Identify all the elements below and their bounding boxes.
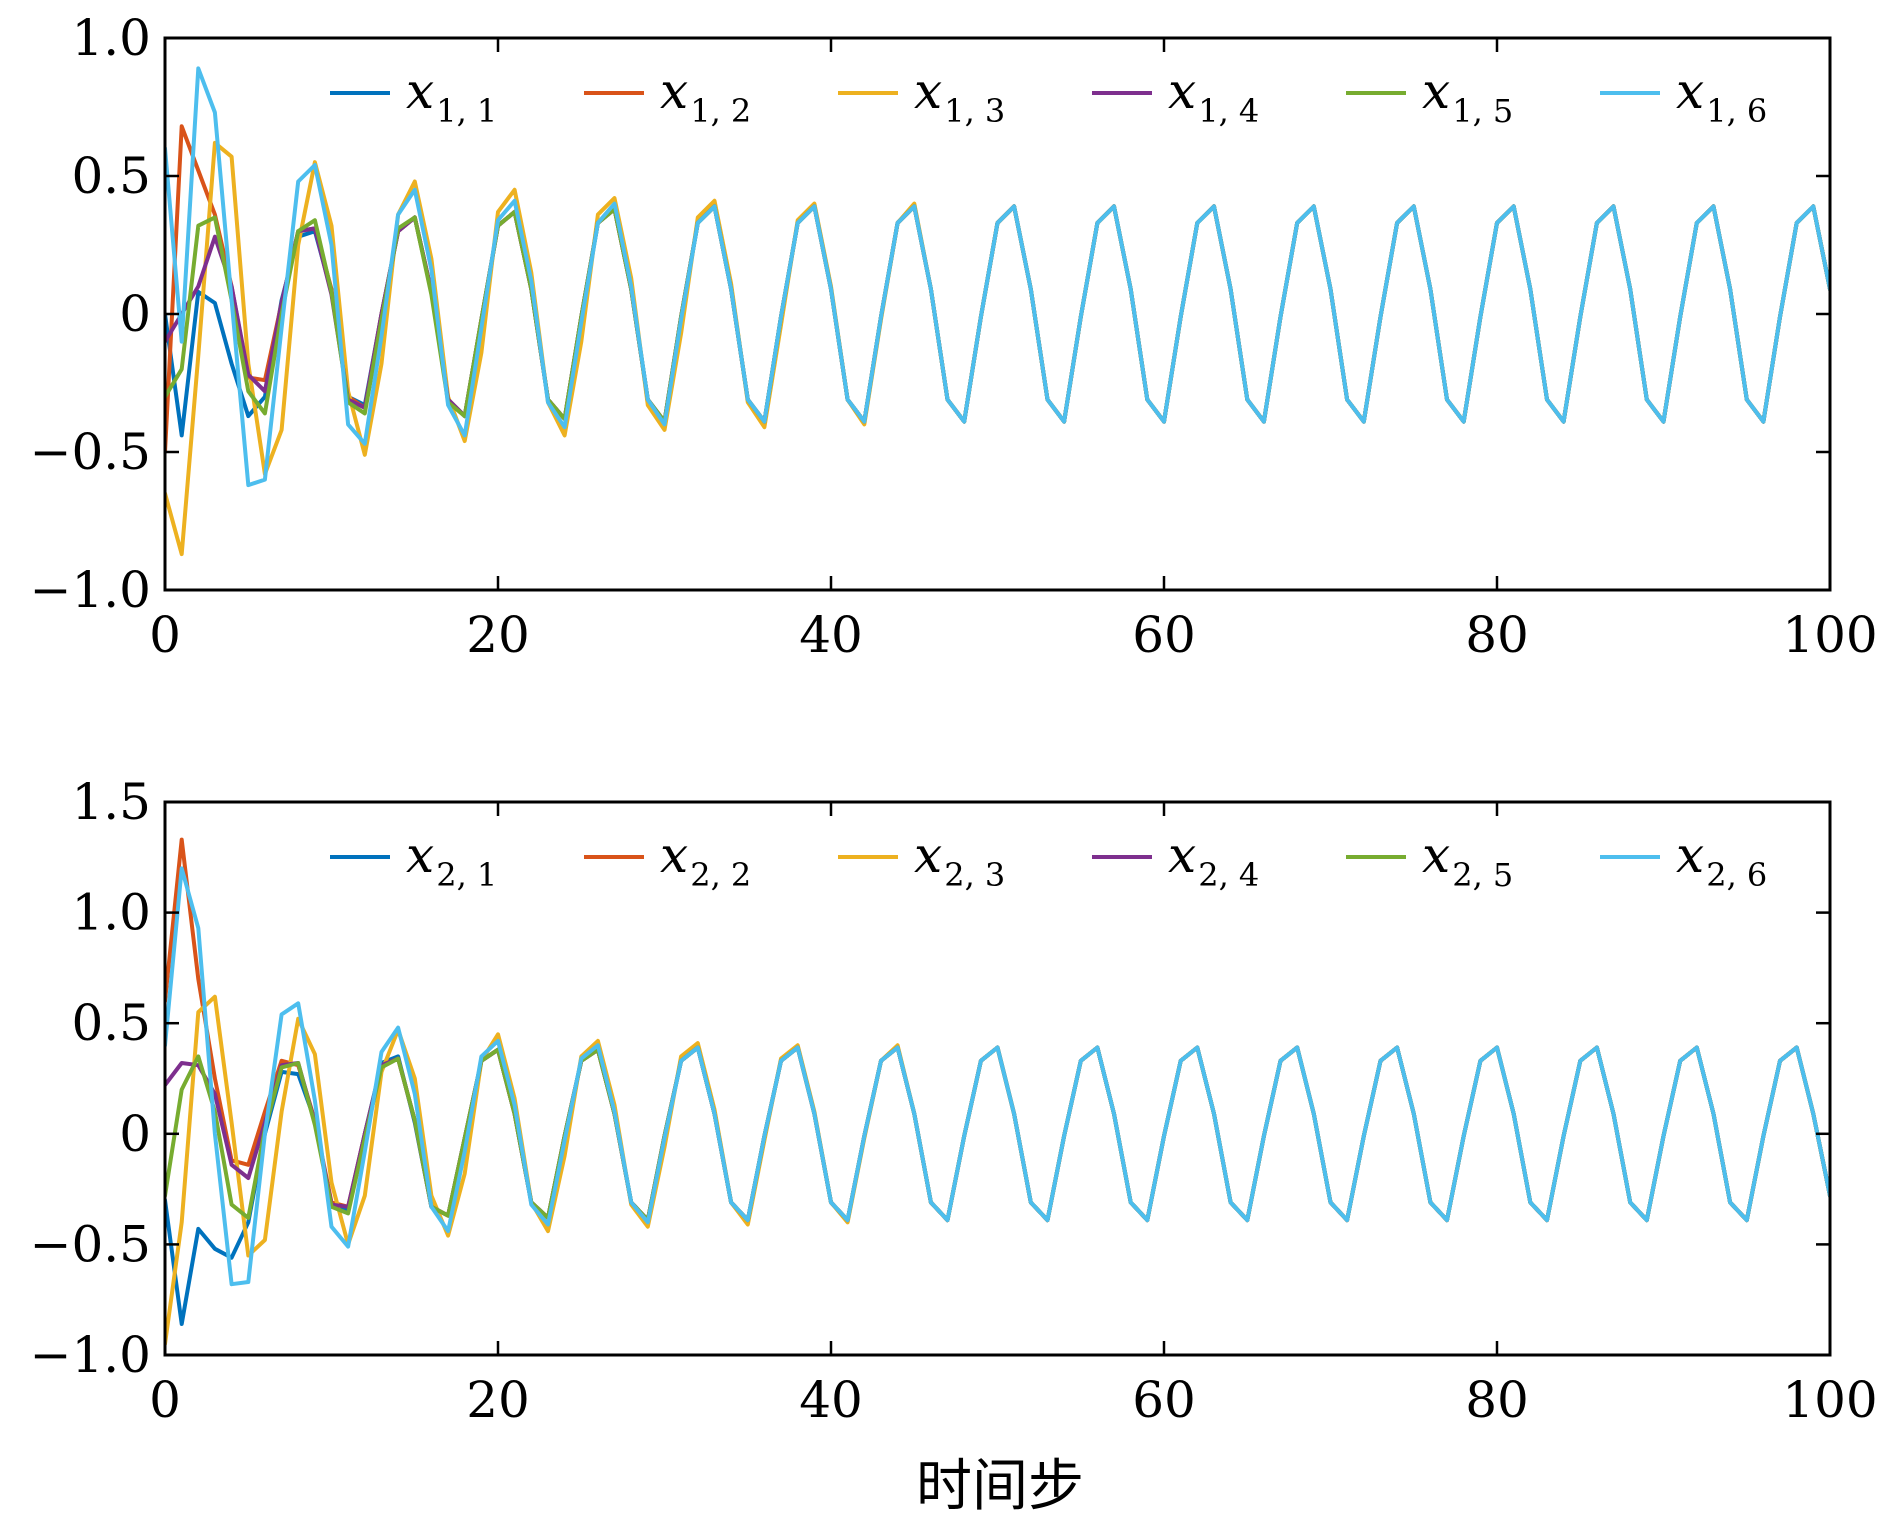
series-line-1-6 [165, 66, 1830, 488]
x-tick-label: 0 [149, 606, 181, 664]
legend-label: x2, 5 [1422, 826, 1513, 894]
x-tick-label: 100 [1782, 606, 1877, 664]
legend-label: x2, 4 [1168, 826, 1259, 894]
y-tick-label: −0.5 [30, 423, 151, 481]
bottom-chart: 0 20 40 60 80 100 1.5 1.0 0.5 0 −0.5 −1.0 x2, 1 x2, 2… [30, 773, 1878, 1429]
series-line-1-2 [165, 124, 1830, 454]
legend-label: x2, 1 [406, 826, 497, 894]
x-tick-label: 20 [466, 606, 530, 664]
x-tick-label: 60 [1132, 1371, 1196, 1429]
series-group [165, 66, 1830, 557]
x-tick-label: 100 [1782, 1371, 1877, 1429]
y-tick-label: −1.0 [30, 1326, 151, 1384]
x-tick-label: 80 [1465, 1371, 1529, 1429]
y-tick-label: 1.5 [71, 773, 151, 831]
y-tick-label: 0.5 [71, 994, 151, 1052]
legend-label: x1, 5 [1422, 62, 1513, 130]
series-group [165, 837, 1830, 1346]
plot-frame [163, 800, 1832, 1357]
legend-label: x1, 4 [1168, 62, 1259, 130]
x-tick-label: 40 [799, 606, 863, 664]
legend-label: x1, 1 [406, 62, 497, 130]
x-tick-label: 20 [466, 1371, 530, 1429]
legend-label: x1, 3 [914, 62, 1005, 130]
series-line-2-6 [165, 866, 1830, 1287]
legend-label: x2, 2 [660, 826, 751, 894]
x-tick-label: 80 [1465, 606, 1529, 664]
y-tick-label: 0 [119, 1105, 151, 1163]
legend: x2, 1 x2, 2 x2, 3 x2, 4 x2, 5 x2, 6 [330, 826, 1767, 894]
legend-label: x2, 3 [914, 826, 1005, 894]
y-tick-label: 1.0 [71, 9, 151, 67]
y-tick-label: 0.5 [71, 147, 151, 205]
y-tick-label: −1.0 [30, 561, 151, 619]
y-tick-label: 1.0 [71, 884, 151, 942]
series-line-1-3 [165, 140, 1830, 557]
x-axis-label: 时间步 [916, 1454, 1084, 1519]
y-tick-label: 0 [119, 285, 151, 343]
legend: x1, 1 x1, 2 x1, 3 x1, 4 x1, 5 x1, 6 [330, 62, 1767, 130]
legend-label: x2, 6 [1676, 826, 1767, 894]
y-tick-label: −0.5 [30, 1215, 151, 1273]
legend-label: x1, 6 [1676, 62, 1767, 130]
series-line-2-2 [165, 837, 1830, 1223]
x-tick-label: 0 [149, 1371, 181, 1429]
legend-label: x1, 2 [660, 62, 751, 130]
x-tick-label: 60 [1132, 606, 1196, 664]
x-tick-label: 40 [799, 1371, 863, 1429]
